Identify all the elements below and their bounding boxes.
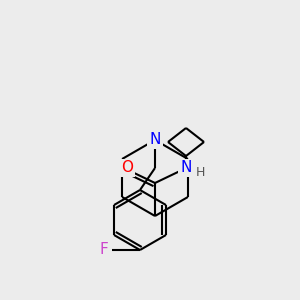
- Text: H: H: [195, 167, 205, 179]
- Text: N: N: [149, 133, 161, 148]
- Text: F: F: [100, 242, 108, 257]
- Text: O: O: [121, 160, 133, 175]
- Text: N: N: [180, 160, 192, 175]
